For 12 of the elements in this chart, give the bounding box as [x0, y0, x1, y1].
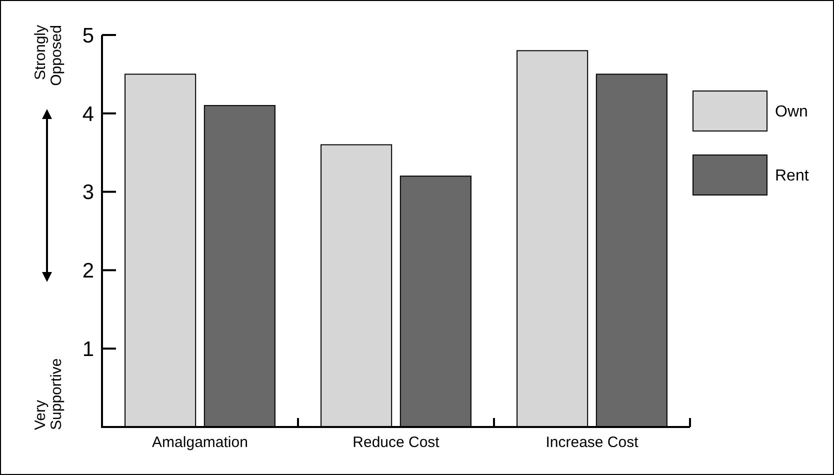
- text: Strongly Opposed: [32, 24, 65, 86]
- y-tick-label: 3: [82, 181, 94, 204]
- x-tick-label: Increase Cost: [546, 434, 640, 451]
- text: Own: [775, 104, 808, 121]
- y-tick-label: 4: [82, 102, 94, 126]
- x-tick-label: Amalgamation: [152, 434, 248, 451]
- text: Very Supportive: [32, 358, 65, 430]
- y-tick-label: 2: [82, 260, 94, 283]
- y-tick-label: 5: [82, 24, 94, 48]
- x-tick-label: Reduce Cost: [352, 434, 440, 451]
- y-tick-label: 1: [82, 338, 94, 361]
- text: Rent: [775, 168, 810, 185]
